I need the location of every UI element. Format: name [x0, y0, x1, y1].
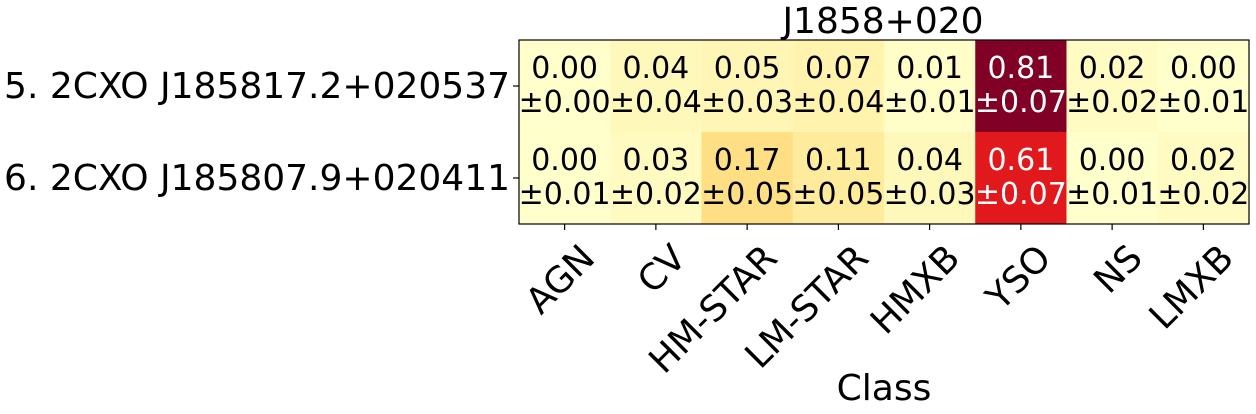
cell-error-label: ±0.01 — [1066, 177, 1158, 212]
heatmap-cell — [884, 40, 976, 133]
x-tick-label: NS — [1086, 237, 1150, 301]
cell-value-label: 0.04 — [896, 143, 963, 178]
cell-value-label: 0.02 — [1170, 143, 1237, 178]
cell-error-label: ±0.04 — [792, 85, 884, 120]
heatmap-cell — [1066, 40, 1159, 133]
cell-value-label: 0.01 — [896, 51, 963, 86]
chart-title: J1858+020 — [780, 1, 983, 42]
heatmap-cell — [1157, 40, 1250, 133]
cell-value-label: 0.04 — [622, 51, 689, 86]
cell-value-label: 0.03 — [622, 143, 689, 178]
x-axis-label: Class — [837, 368, 932, 409]
y-tick-labels: 5. 2CXO J185817.2+020537 6. 2CXO J185807.… — [4, 66, 519, 199]
cell-value-label: 0.00 — [1079, 143, 1146, 178]
x-tick-label: YSO — [978, 237, 1059, 318]
plot-frame — [518, 39, 1250, 225]
cell-error-label: ±0.02 — [1157, 177, 1249, 212]
heatmap-cell — [519, 40, 611, 133]
cell-value-label: 0.17 — [714, 143, 781, 178]
y-tick-label: 5. 2CXO J185817.2+020537 — [4, 66, 510, 107]
cell-error-label: ±0.05 — [701, 177, 793, 212]
cell-value-label: 0.11 — [805, 143, 872, 178]
cell-value-label: 0.05 — [714, 51, 781, 86]
cell-error-label: ±0.05 — [792, 177, 884, 212]
heatmap-cell — [792, 132, 885, 225]
cell-value-label: 0.61 — [987, 143, 1054, 178]
cell-value-label: 0.00 — [531, 51, 598, 86]
heatmap-cell — [975, 40, 1067, 133]
x-tick-label: CV — [630, 237, 694, 301]
heatmap-cell — [975, 132, 1067, 225]
heatmap-cell — [701, 132, 794, 225]
heatmap-cells: 0.00±0.000.04±0.040.05±0.030.07±0.040.01… — [519, 40, 1250, 225]
heatmap-cell — [519, 132, 611, 225]
heatmap-cell — [610, 132, 702, 225]
cell-error-label: ±0.02 — [610, 177, 702, 212]
cell-value-label: 0.81 — [987, 51, 1054, 86]
cell-value-label: 0.07 — [805, 51, 872, 86]
cell-error-label: ±0.01 — [1157, 85, 1249, 120]
cell-error-label: ±0.03 — [884, 177, 976, 212]
x-tick-label: LMXB — [1142, 237, 1242, 337]
heatmap-cell — [884, 132, 976, 225]
y-tick-label: 6. 2CXO J185807.9+020411 — [4, 158, 510, 199]
x-tick-label: AGN — [518, 237, 603, 322]
heatmap-cell — [1157, 132, 1250, 225]
cell-error-label: ±0.01 — [519, 177, 611, 212]
heatmap-cell — [701, 40, 794, 133]
cell-error-label: ±0.00 — [519, 85, 611, 120]
cell-error-label: ±0.02 — [1066, 85, 1158, 120]
heatmap-cell — [792, 40, 885, 133]
cell-error-label: ±0.01 — [884, 85, 976, 120]
cell-error-label: ±0.03 — [701, 85, 793, 120]
cell-value-label: 0.00 — [531, 143, 598, 178]
heatmap-cell — [610, 40, 702, 133]
cell-error-label: ±0.04 — [610, 85, 702, 120]
cell-value-label: 0.02 — [1079, 51, 1146, 86]
cell-error-label: ±0.07 — [975, 177, 1067, 212]
heatmap-cell — [1066, 132, 1159, 225]
x-tick-label: HMXB — [863, 237, 968, 342]
cell-value-label: 0.00 — [1170, 51, 1237, 86]
cell-error-label: ±0.07 — [975, 85, 1067, 120]
